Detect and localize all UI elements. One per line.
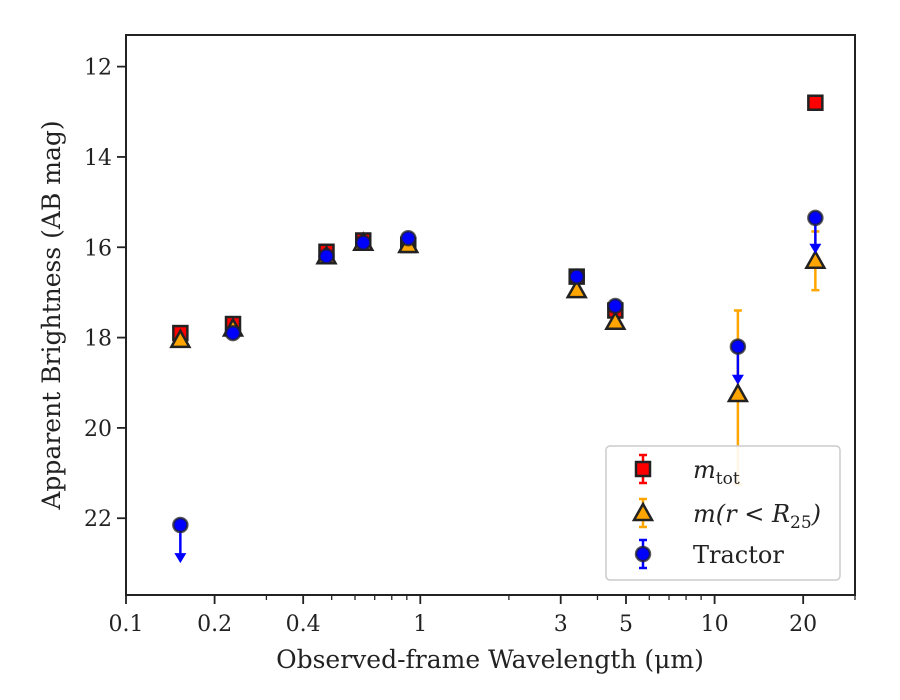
data-marks <box>169 94 827 564</box>
x-tick-label: 0.1 <box>109 612 144 637</box>
x-axis-ticks: 0.1 0.2 0.4 1 3 5 10 20 <box>109 595 856 637</box>
data-point <box>318 248 335 265</box>
x-axis-label: Observed-frame Wavelength (μm) <box>276 645 704 674</box>
upper-limit-head <box>174 553 187 564</box>
data-point <box>172 516 189 534</box>
data-point <box>607 297 624 315</box>
x-tick-label: 3 <box>554 612 568 637</box>
x-tick-label: 0.2 <box>197 612 232 637</box>
legend-label-0: mtot <box>693 456 740 489</box>
upper-limit-head <box>809 243 822 254</box>
data-point <box>224 324 242 342</box>
legend-label-sub: 25 <box>790 513 812 533</box>
legend-marker-1 <box>631 501 655 522</box>
legend: mtot m(r < R25) Tractor <box>605 445 841 581</box>
data-point <box>399 229 417 247</box>
series-2 <box>172 209 824 564</box>
y-tick-label: 22 <box>84 507 112 532</box>
data-point <box>804 249 827 270</box>
x-tick-label: 0.4 <box>286 612 321 637</box>
x-tick-label: 20 <box>789 612 817 637</box>
y-tick-label: 14 <box>84 146 112 171</box>
legend-label-tail: ) <box>811 500 821 528</box>
legend-label-main: m(r < R <box>693 500 790 528</box>
data-point <box>355 234 372 251</box>
data-point <box>565 278 588 299</box>
legend-marker-2 <box>634 545 652 563</box>
data-point <box>604 310 627 331</box>
x-tick-label: 5 <box>619 612 633 637</box>
legend-label-1: m(r < R25) <box>693 500 821 533</box>
data-point <box>807 94 824 111</box>
legend-label-sub: tot <box>716 469 740 489</box>
data-point <box>807 209 824 227</box>
data-point <box>568 268 585 285</box>
legend-frame <box>605 445 841 581</box>
data-point <box>169 328 192 349</box>
x-tick-label: 1 <box>413 612 427 637</box>
y-axis-ticks: 12 14 16 18 20 22 <box>84 56 126 532</box>
plot-frame <box>125 34 856 596</box>
legend-label-2: Tractor <box>693 541 784 569</box>
y-tick-label: 12 <box>84 56 112 81</box>
y-tick-label: 18 <box>84 327 112 352</box>
legend-marker-0 <box>634 460 652 478</box>
data-point <box>729 338 747 355</box>
x-tick-label: 10 <box>701 612 729 637</box>
y-tick-label: 20 <box>84 417 112 442</box>
data-point <box>726 382 750 403</box>
y-axis-label: Apparent Brightness (AB mag) <box>37 120 66 510</box>
upper-limit-head <box>731 374 744 385</box>
y-tick-label: 16 <box>84 236 112 261</box>
legend-label-main: m <box>693 456 716 484</box>
